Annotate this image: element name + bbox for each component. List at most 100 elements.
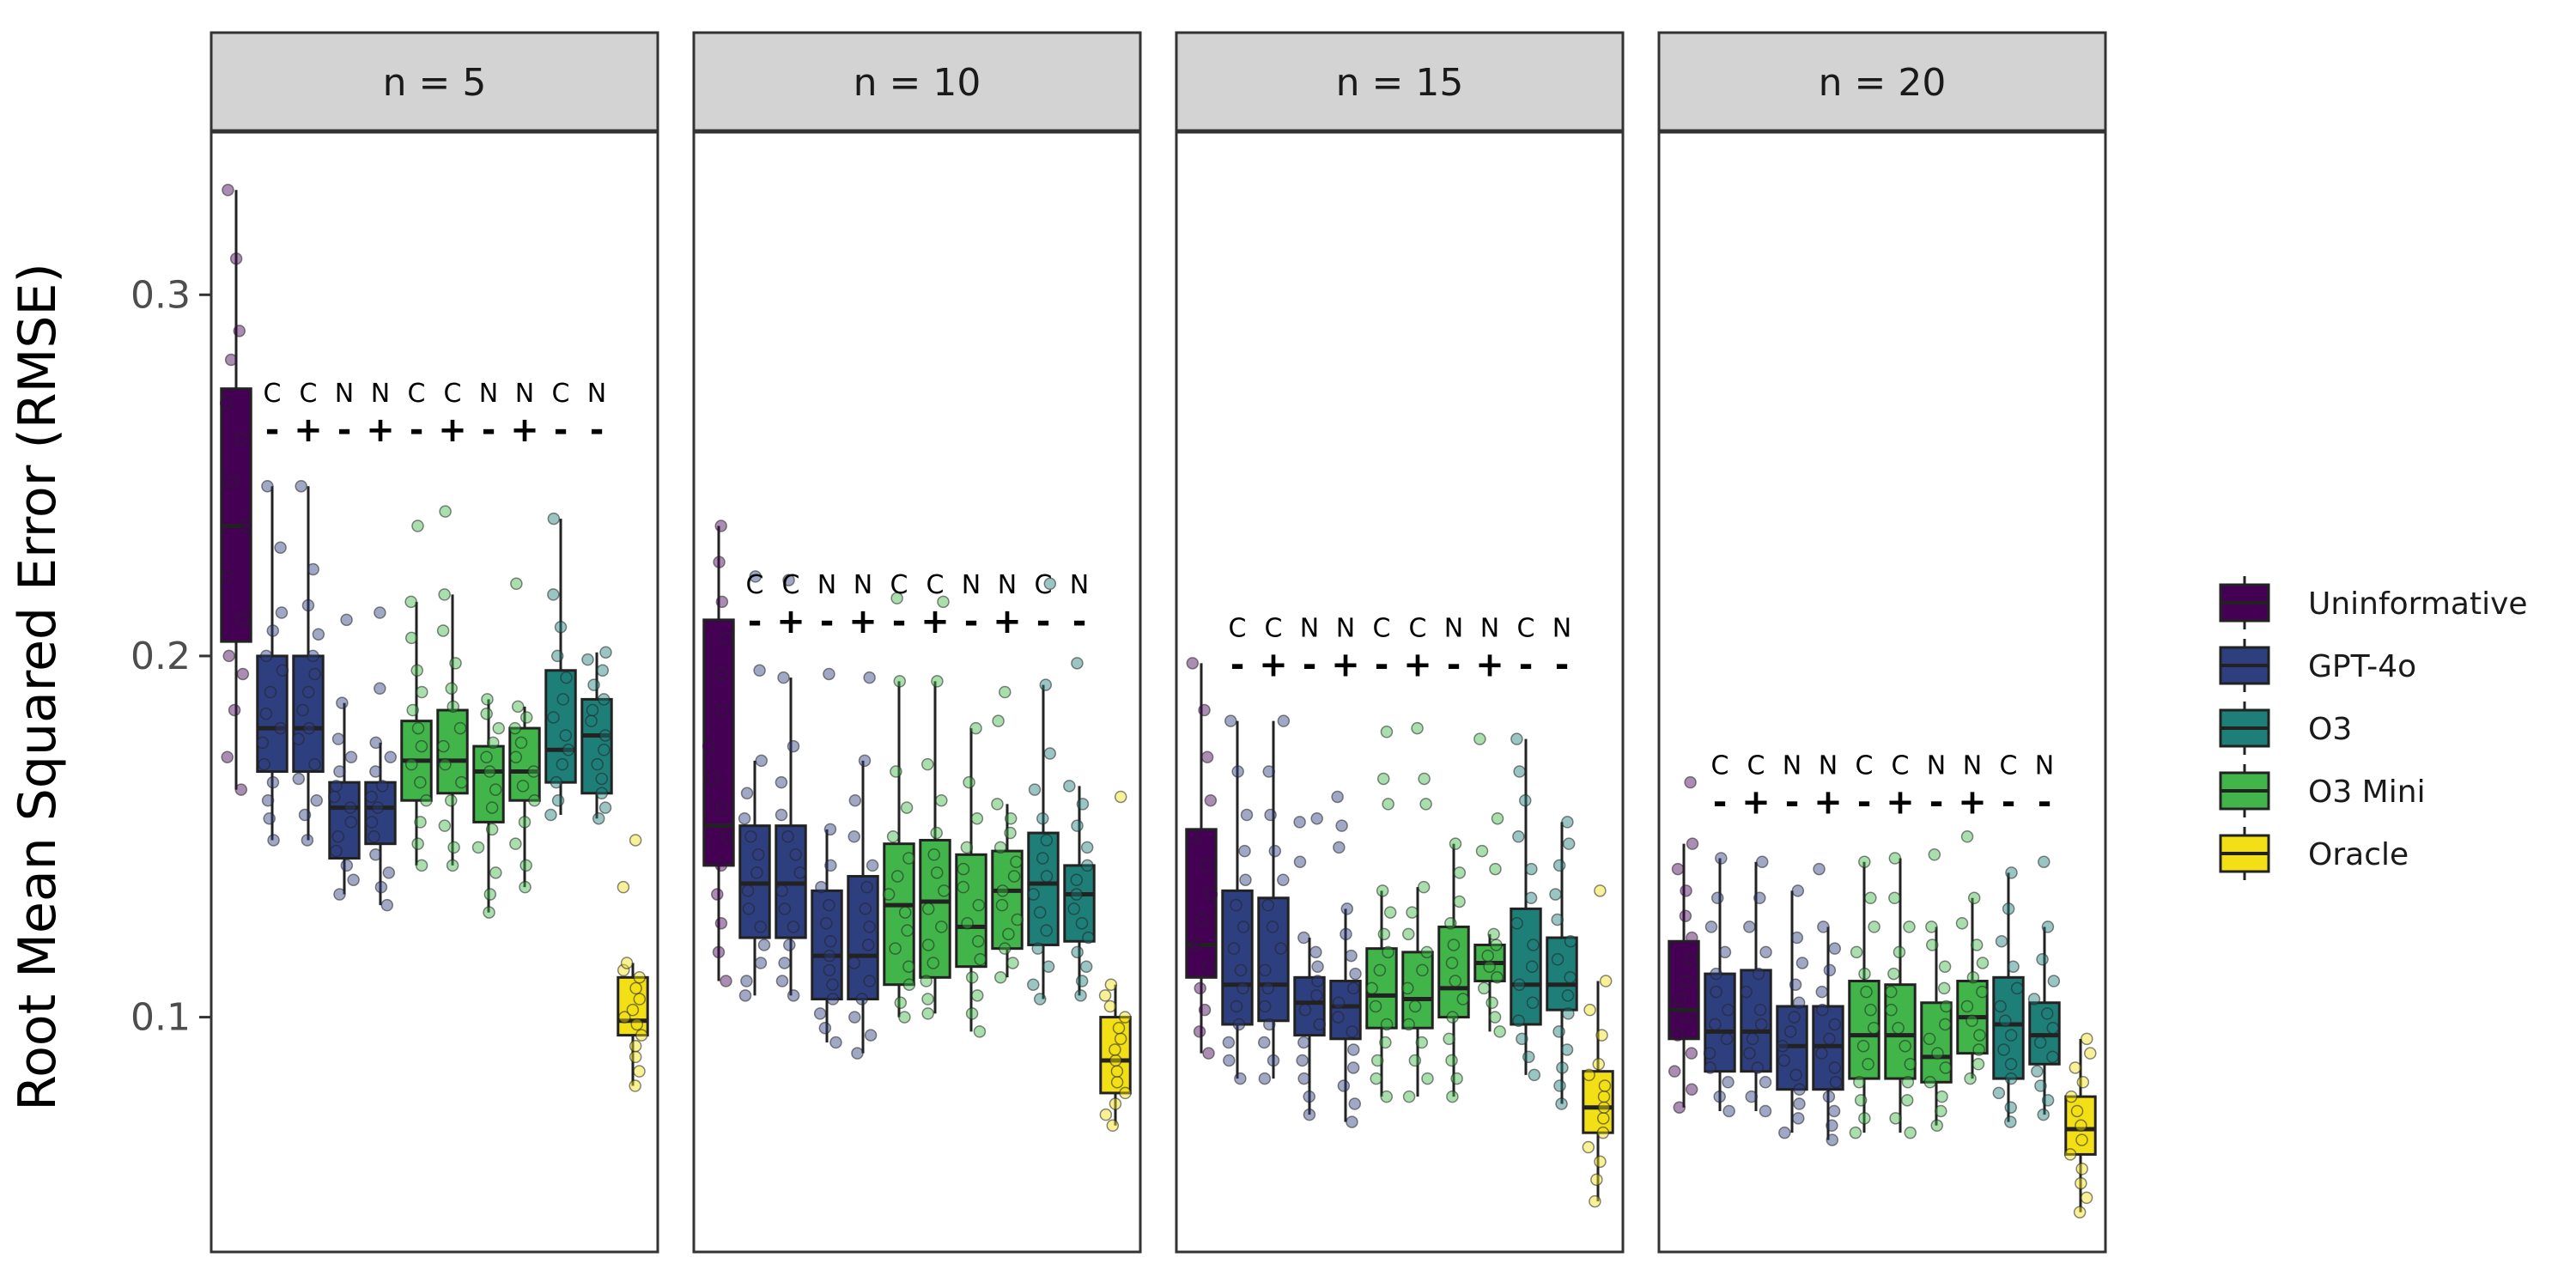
data-point bbox=[1816, 1003, 1829, 1017]
data-point bbox=[551, 793, 565, 807]
data-point bbox=[235, 433, 248, 446]
data-point bbox=[1033, 993, 1047, 1005]
data-point bbox=[1408, 1054, 1422, 1067]
data-point bbox=[1027, 978, 1040, 991]
data-point bbox=[1070, 888, 1083, 901]
data-point bbox=[787, 989, 800, 1002]
data-point bbox=[1826, 1119, 1838, 1133]
data-point bbox=[1402, 927, 1415, 941]
data-point bbox=[1110, 1076, 1124, 1089]
data-point bbox=[1671, 1029, 1684, 1042]
data-point bbox=[275, 606, 289, 619]
data-point bbox=[1259, 963, 1272, 977]
data-point bbox=[1332, 1011, 1345, 1024]
data-point bbox=[882, 888, 896, 901]
data-point bbox=[1231, 765, 1244, 778]
data-point bbox=[1901, 1076, 1915, 1089]
data-point bbox=[514, 736, 528, 750]
data-point bbox=[586, 703, 599, 717]
data-point bbox=[2041, 920, 2055, 933]
data-point bbox=[1346, 1115, 1358, 1128]
data-point bbox=[1040, 870, 1054, 883]
data-point bbox=[1680, 975, 1693, 987]
data-point bbox=[720, 631, 733, 645]
annotation-letter: N bbox=[1552, 614, 1571, 644]
data-point bbox=[1684, 775, 1697, 789]
data-point bbox=[1449, 837, 1462, 850]
data-point bbox=[2033, 1036, 2047, 1049]
data-point bbox=[1703, 1047, 1716, 1060]
annotation-sign: - bbox=[1447, 646, 1461, 685]
data-point bbox=[415, 739, 428, 753]
data-point bbox=[863, 671, 876, 684]
data-point bbox=[310, 793, 323, 807]
data-point bbox=[1510, 916, 1523, 930]
data-point bbox=[1445, 1054, 1458, 1067]
data-point bbox=[902, 960, 915, 973]
data-point bbox=[1473, 732, 1486, 745]
data-point bbox=[1421, 1072, 1434, 1085]
data-point bbox=[229, 252, 243, 265]
data-point bbox=[1903, 920, 1916, 933]
data-point bbox=[1071, 819, 1084, 832]
data-point bbox=[1099, 1108, 1113, 1121]
data-point bbox=[1004, 811, 1018, 825]
data-point bbox=[1928, 848, 1941, 861]
legend-item: O3 bbox=[2219, 702, 2352, 755]
data-point bbox=[447, 700, 459, 714]
data-point bbox=[971, 989, 984, 1002]
annotation-sign: - bbox=[1857, 782, 1872, 822]
box-o3 bbox=[1027, 577, 1060, 1005]
facet-panels: n = 5C-C+N-N+C-C+N-N+C-N-n = 10C-C+N-N+C… bbox=[210, 31, 2107, 1254]
data-point bbox=[755, 754, 769, 768]
data-point bbox=[898, 906, 912, 919]
box-o3 bbox=[2027, 855, 2061, 1121]
data-point bbox=[365, 816, 379, 829]
data-point bbox=[921, 902, 935, 915]
data-point bbox=[1303, 1090, 1315, 1103]
annotation-letter: C bbox=[927, 570, 945, 600]
data-point bbox=[340, 859, 354, 872]
data-point bbox=[308, 757, 321, 771]
data-point bbox=[347, 873, 360, 886]
data-point bbox=[858, 754, 872, 768]
annotation-sign: - bbox=[892, 602, 907, 641]
data-point bbox=[823, 898, 835, 912]
data-point bbox=[492, 721, 505, 735]
data-point bbox=[1036, 811, 1049, 825]
data-point bbox=[411, 721, 425, 735]
data-point bbox=[562, 744, 575, 756]
annotation-letter: N bbox=[1963, 750, 1982, 781]
data-point bbox=[1081, 859, 1094, 872]
data-point bbox=[713, 556, 726, 568]
data-point bbox=[599, 646, 612, 659]
annotation-sign: + bbox=[1741, 782, 1771, 822]
data-point bbox=[1789, 978, 1802, 991]
data-point bbox=[1751, 1061, 1765, 1074]
data-point bbox=[1383, 906, 1397, 919]
data-point bbox=[1186, 830, 1200, 843]
data-point bbox=[224, 353, 238, 367]
data-point bbox=[371, 801, 385, 814]
data-point bbox=[2004, 1058, 2018, 1071]
data-point bbox=[1277, 873, 1290, 886]
data-point bbox=[999, 685, 1012, 699]
data-point bbox=[2007, 960, 2020, 973]
data-point bbox=[629, 1050, 642, 1064]
data-point bbox=[702, 739, 715, 753]
annotation-letter: C bbox=[1747, 750, 1765, 781]
data-point bbox=[921, 757, 934, 771]
data-point bbox=[1885, 985, 1898, 999]
data-point bbox=[1277, 714, 1291, 727]
data-point bbox=[1935, 1104, 1947, 1118]
annotation-letter: N bbox=[1444, 614, 1463, 644]
annotation-sign: - bbox=[554, 410, 568, 450]
data-point bbox=[1369, 999, 1382, 1013]
annotation-sign: - bbox=[964, 602, 979, 641]
data-point bbox=[893, 675, 907, 688]
data-point bbox=[455, 775, 468, 789]
data-point bbox=[714, 667, 728, 681]
box-o3-mini bbox=[471, 693, 505, 919]
data-point bbox=[891, 870, 904, 883]
data-point bbox=[1193, 1025, 1206, 1038]
